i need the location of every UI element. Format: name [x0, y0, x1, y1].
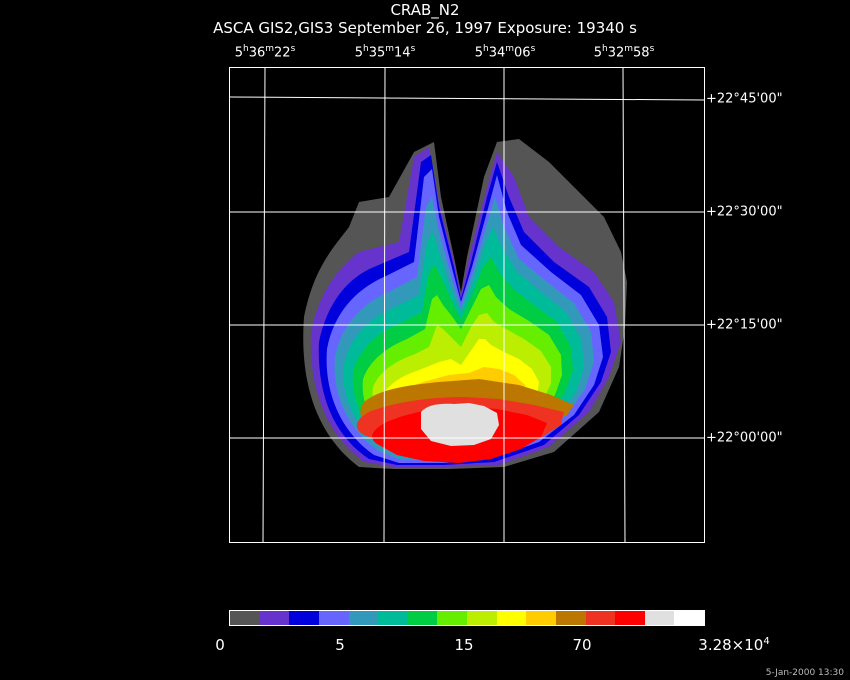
dec-tick-label: +22°45'00": [706, 91, 783, 107]
ra-tick-label: 5h36m22s: [234, 44, 296, 61]
coordinate-grid: [229, 67, 705, 543]
colorbar-swatch: [496, 611, 527, 625]
colorbar-swatch: [526, 611, 556, 625]
colorbar-swatch: [615, 611, 645, 625]
colorbar-swatch: [348, 611, 379, 625]
colorbar-label: 70: [572, 636, 592, 654]
ra-tick-label: 5h32m58s: [593, 44, 655, 61]
colorbar-swatch: [407, 611, 438, 625]
ra-tick-label: 5h35m14s: [354, 44, 416, 61]
image-frame: [229, 67, 705, 543]
xray-image: [229, 67, 705, 543]
colorbar-swatch: [259, 611, 290, 625]
ra-tick-label: 5h34m06s: [474, 44, 536, 61]
plot-subtitle: ASCA GIS2,GIS3 September 26, 1997 Exposu…: [213, 19, 637, 37]
colorbar-swatch: [585, 611, 616, 625]
colorbar-swatch: [437, 611, 467, 625]
colorbar-label: 0: [215, 636, 225, 654]
dec-tick-label: +22°00'00": [706, 430, 783, 446]
colorbar-swatch: [644, 611, 675, 625]
colorbar-label: 5: [335, 636, 345, 654]
colorbar-swatch: [230, 611, 260, 625]
plot-title: CRAB_N2: [390, 1, 460, 19]
dec-tick-label: +22°15'00": [706, 317, 783, 333]
colorbar-swatch: [289, 611, 319, 625]
color-bar: [229, 610, 705, 626]
colorbar-swatch: [378, 611, 408, 625]
colorbar-label: 15: [454, 636, 474, 654]
timestamp: 5-Jan-2000 13:30: [765, 668, 844, 678]
colorbar-swatch: [467, 611, 497, 625]
colorbar-swatch: [318, 611, 349, 625]
colorbar-swatch: [674, 611, 704, 625]
colorbar-swatch: [555, 611, 586, 625]
colorbar-label: 3.28×104: [698, 636, 770, 654]
dec-tick-label: +22°30'00": [706, 204, 783, 220]
